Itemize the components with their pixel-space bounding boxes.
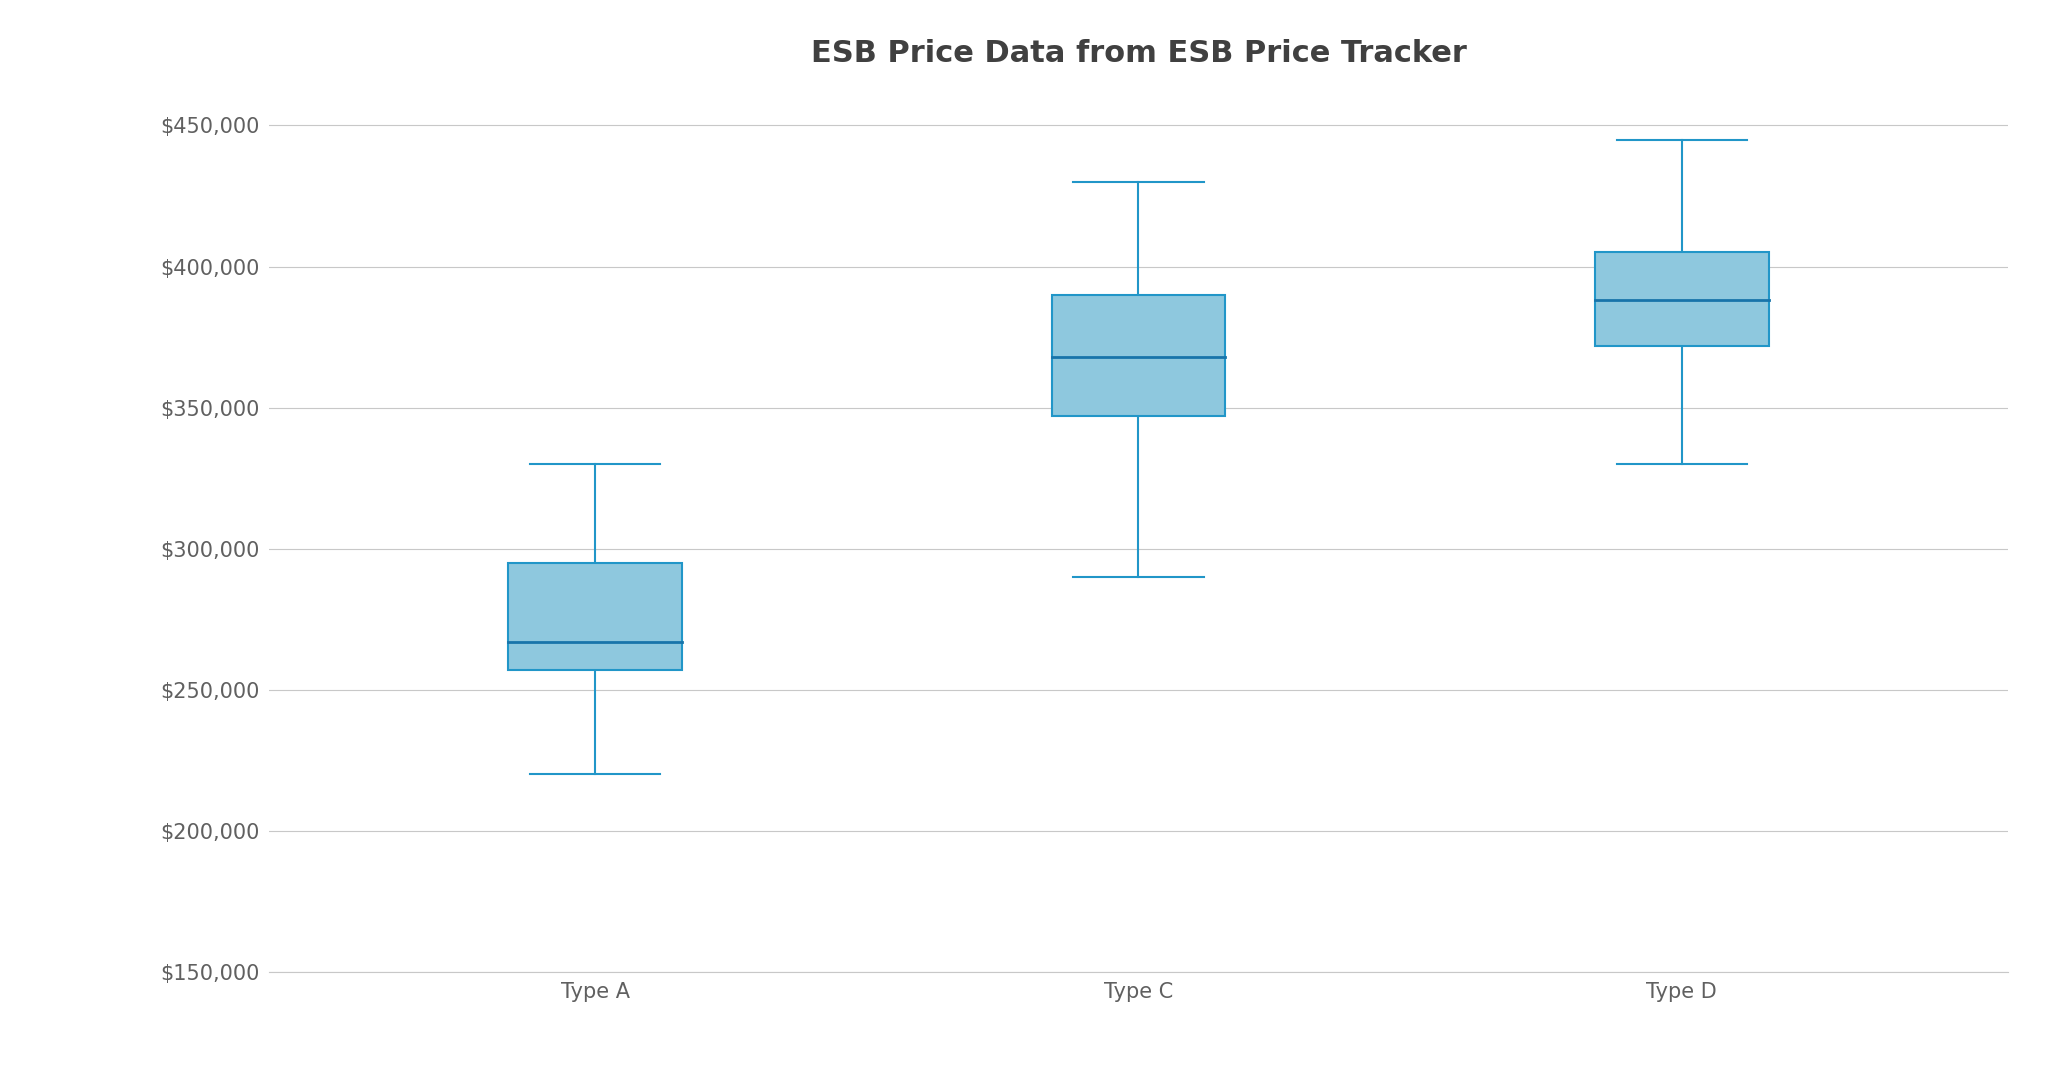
FancyBboxPatch shape — [1594, 253, 1768, 346]
FancyBboxPatch shape — [507, 563, 681, 670]
Title: ESB Price Data from ESB Price Tracker: ESB Price Data from ESB Price Tracker — [811, 40, 1466, 68]
FancyBboxPatch shape — [1052, 295, 1225, 416]
